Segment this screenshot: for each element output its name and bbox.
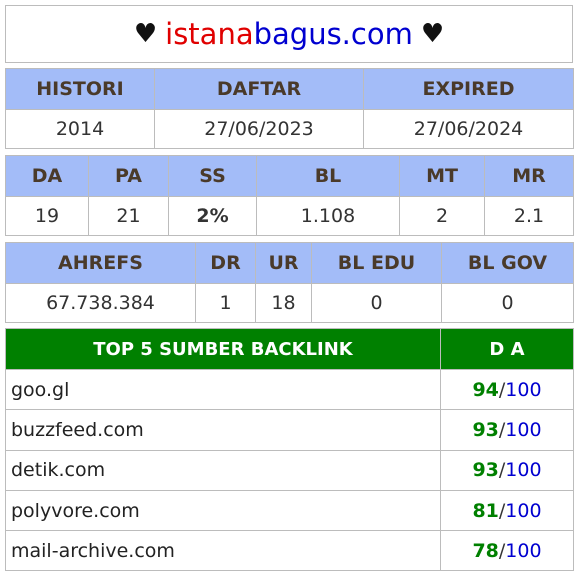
histori-header: HISTORI	[5, 68, 155, 110]
da-max: 100	[505, 539, 542, 562]
da-score: 81	[472, 499, 499, 522]
bl-gov-header: BL GOV	[441, 242, 574, 284]
metrics-value-row: 19 21 2% 1.108 2 2.1	[5, 196, 574, 236]
site-name-part-red: istana	[165, 17, 254, 51]
bl-header: BL	[256, 155, 400, 197]
bl-edu-value: 0	[311, 283, 442, 323]
ahrefs-table: AHREFS DR UR BL EDU BL GOV 67.738.384 1 …	[5, 242, 574, 323]
ur-value: 18	[255, 283, 312, 323]
ss-header: SS	[168, 155, 257, 197]
expired-header: EXPIRED	[363, 68, 574, 110]
da-score: 93	[472, 459, 499, 482]
backlink-da: 78/100	[440, 530, 574, 572]
backlink-da: 93/100	[440, 409, 574, 451]
backlink-domain: goo.gl	[5, 368, 441, 411]
ss-value: 2%	[168, 196, 257, 236]
da-score: 78	[472, 539, 499, 562]
da-column-header: D A	[440, 328, 574, 370]
ahrefs-value: 67.738.384	[5, 283, 196, 323]
backlink-domain: detik.com	[5, 449, 441, 491]
da-max: 100	[505, 499, 542, 522]
pa-header: PA	[88, 155, 169, 197]
pa-value: 21	[88, 196, 169, 236]
bl-gov-value: 0	[441, 283, 574, 323]
ur-header: UR	[255, 242, 312, 284]
mr-header: MR	[484, 155, 574, 197]
site-title-banner: ♥ istanabagus.com ♥	[5, 5, 573, 63]
history-table: HISTORI DAFTAR EXPIRED 2014 27/06/2023 2…	[5, 68, 574, 149]
metrics-header-row: DA PA SS BL MT MR	[5, 155, 574, 197]
backlink-da: 94/100	[440, 368, 574, 411]
ahrefs-value-row: 67.738.384 1 18 0 0	[5, 283, 574, 323]
table-row: mail-archive.com 78/100	[5, 530, 574, 572]
history-header-row: HISTORI DAFTAR EXPIRED	[5, 68, 574, 110]
da-separator: /	[498, 499, 506, 522]
daftar-value: 27/06/2023	[154, 109, 364, 149]
dr-header: DR	[195, 242, 256, 284]
table-row: detik.com 93/100	[5, 449, 574, 491]
backlink-domain: mail-archive.com	[5, 530, 441, 572]
site-name: istanabagus.com	[165, 17, 413, 51]
metrics-table: DA PA SS BL MT MR 19 21 2% 1.108 2 2.1	[5, 155, 574, 236]
ahrefs-header-row: AHREFS DR UR BL EDU BL GOV	[5, 242, 574, 284]
da-separator: /	[498, 378, 506, 401]
heart-icon: ♥	[133, 19, 158, 49]
expired-value: 27/06/2024	[363, 109, 574, 149]
da-header: DA	[5, 155, 89, 197]
backlink-table: TOP 5 SUMBER BACKLINK D A goo.gl 94/100 …	[5, 328, 574, 572]
mt-value: 2	[399, 196, 485, 236]
backlink-header-row: TOP 5 SUMBER BACKLINK D A	[5, 328, 574, 370]
histori-value: 2014	[5, 109, 155, 149]
da-separator: /	[498, 459, 506, 482]
table-row: goo.gl 94/100	[5, 368, 574, 411]
da-max: 100	[505, 418, 542, 441]
site-name-part-blue: bagus.com	[253, 17, 413, 51]
mt-header: MT	[399, 155, 485, 197]
table-row: buzzfeed.com 93/100	[5, 409, 574, 451]
da-separator: /	[498, 539, 506, 562]
backlink-title: TOP 5 SUMBER BACKLINK	[5, 328, 441, 370]
history-value-row: 2014 27/06/2023 27/06/2024	[5, 109, 574, 149]
daftar-header: DAFTAR	[154, 68, 364, 110]
backlink-domain: buzzfeed.com	[5, 409, 441, 451]
da-value: 19	[5, 196, 89, 236]
bl-edu-header: BL EDU	[311, 242, 442, 284]
heart-icon: ♥	[420, 19, 445, 49]
ahrefs-header: AHREFS	[5, 242, 196, 284]
da-max: 100	[505, 459, 542, 482]
da-score: 94	[472, 378, 499, 401]
dr-value: 1	[195, 283, 256, 323]
backlink-da: 93/100	[440, 449, 574, 491]
table-row: polyvore.com 81/100	[5, 489, 574, 532]
mr-value: 2.1	[484, 196, 574, 236]
backlink-domain: polyvore.com	[5, 489, 441, 532]
da-score: 93	[472, 418, 499, 441]
da-max: 100	[505, 378, 542, 401]
da-separator: /	[498, 418, 506, 441]
bl-value: 1.108	[256, 196, 400, 236]
backlink-da: 81/100	[440, 489, 574, 532]
